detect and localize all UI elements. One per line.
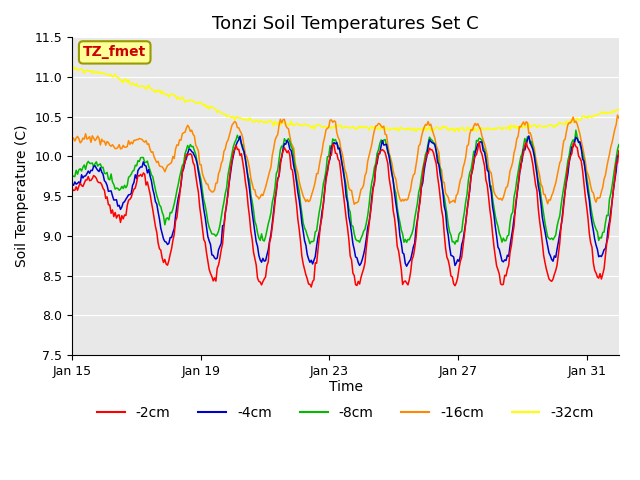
-16cm bbox=[561, 136, 569, 142]
-4cm bbox=[615, 151, 623, 157]
-4cm bbox=[403, 264, 410, 269]
-2cm bbox=[68, 186, 76, 192]
-4cm bbox=[525, 133, 532, 139]
X-axis label: Time: Time bbox=[328, 381, 362, 395]
Line: -8cm: -8cm bbox=[72, 130, 619, 244]
-8cm bbox=[470, 148, 477, 154]
-32cm bbox=[615, 106, 623, 112]
-16cm bbox=[68, 134, 76, 140]
-4cm bbox=[470, 160, 477, 166]
-32cm bbox=[471, 125, 479, 131]
Y-axis label: Soil Temperature (C): Soil Temperature (C) bbox=[15, 125, 29, 267]
-32cm bbox=[70, 64, 77, 70]
-32cm bbox=[68, 66, 76, 72]
-2cm bbox=[307, 284, 315, 290]
-16cm bbox=[373, 123, 381, 129]
-8cm bbox=[68, 173, 76, 179]
-8cm bbox=[572, 127, 580, 133]
-8cm bbox=[451, 241, 459, 247]
-8cm bbox=[251, 218, 259, 224]
Line: -4cm: -4cm bbox=[72, 136, 619, 266]
-4cm bbox=[68, 181, 76, 187]
-32cm bbox=[412, 129, 420, 134]
-4cm bbox=[372, 164, 380, 169]
-8cm bbox=[454, 239, 461, 244]
-32cm bbox=[252, 117, 260, 123]
-32cm bbox=[234, 115, 241, 120]
-16cm bbox=[615, 115, 623, 121]
Line: -2cm: -2cm bbox=[72, 142, 619, 287]
-8cm bbox=[615, 142, 623, 147]
-16cm bbox=[251, 187, 259, 193]
-2cm bbox=[454, 275, 461, 280]
-2cm bbox=[251, 255, 259, 261]
-32cm bbox=[563, 118, 570, 124]
Text: TZ_fmet: TZ_fmet bbox=[83, 46, 147, 60]
-4cm bbox=[251, 229, 259, 235]
-4cm bbox=[454, 257, 461, 263]
Title: Tonzi Soil Temperatures Set C: Tonzi Soil Temperatures Set C bbox=[212, 15, 479, 33]
-16cm bbox=[614, 112, 621, 118]
Line: -16cm: -16cm bbox=[72, 115, 619, 204]
-2cm bbox=[476, 139, 483, 144]
-2cm bbox=[563, 176, 570, 181]
-8cm bbox=[372, 161, 380, 167]
-2cm bbox=[615, 148, 623, 154]
-4cm bbox=[232, 143, 240, 148]
-32cm bbox=[373, 126, 381, 132]
Line: -32cm: -32cm bbox=[72, 67, 619, 132]
-8cm bbox=[232, 137, 240, 143]
Legend: -2cm, -4cm, -8cm, -16cm, -32cm: -2cm, -4cm, -8cm, -16cm, -32cm bbox=[92, 400, 600, 425]
-2cm bbox=[373, 157, 381, 163]
-16cm bbox=[350, 202, 358, 207]
-32cm bbox=[455, 128, 463, 134]
-2cm bbox=[470, 157, 477, 163]
-8cm bbox=[561, 176, 569, 182]
-16cm bbox=[232, 120, 240, 125]
-4cm bbox=[563, 179, 570, 185]
-2cm bbox=[232, 143, 240, 148]
-16cm bbox=[454, 191, 461, 197]
-16cm bbox=[470, 123, 477, 129]
